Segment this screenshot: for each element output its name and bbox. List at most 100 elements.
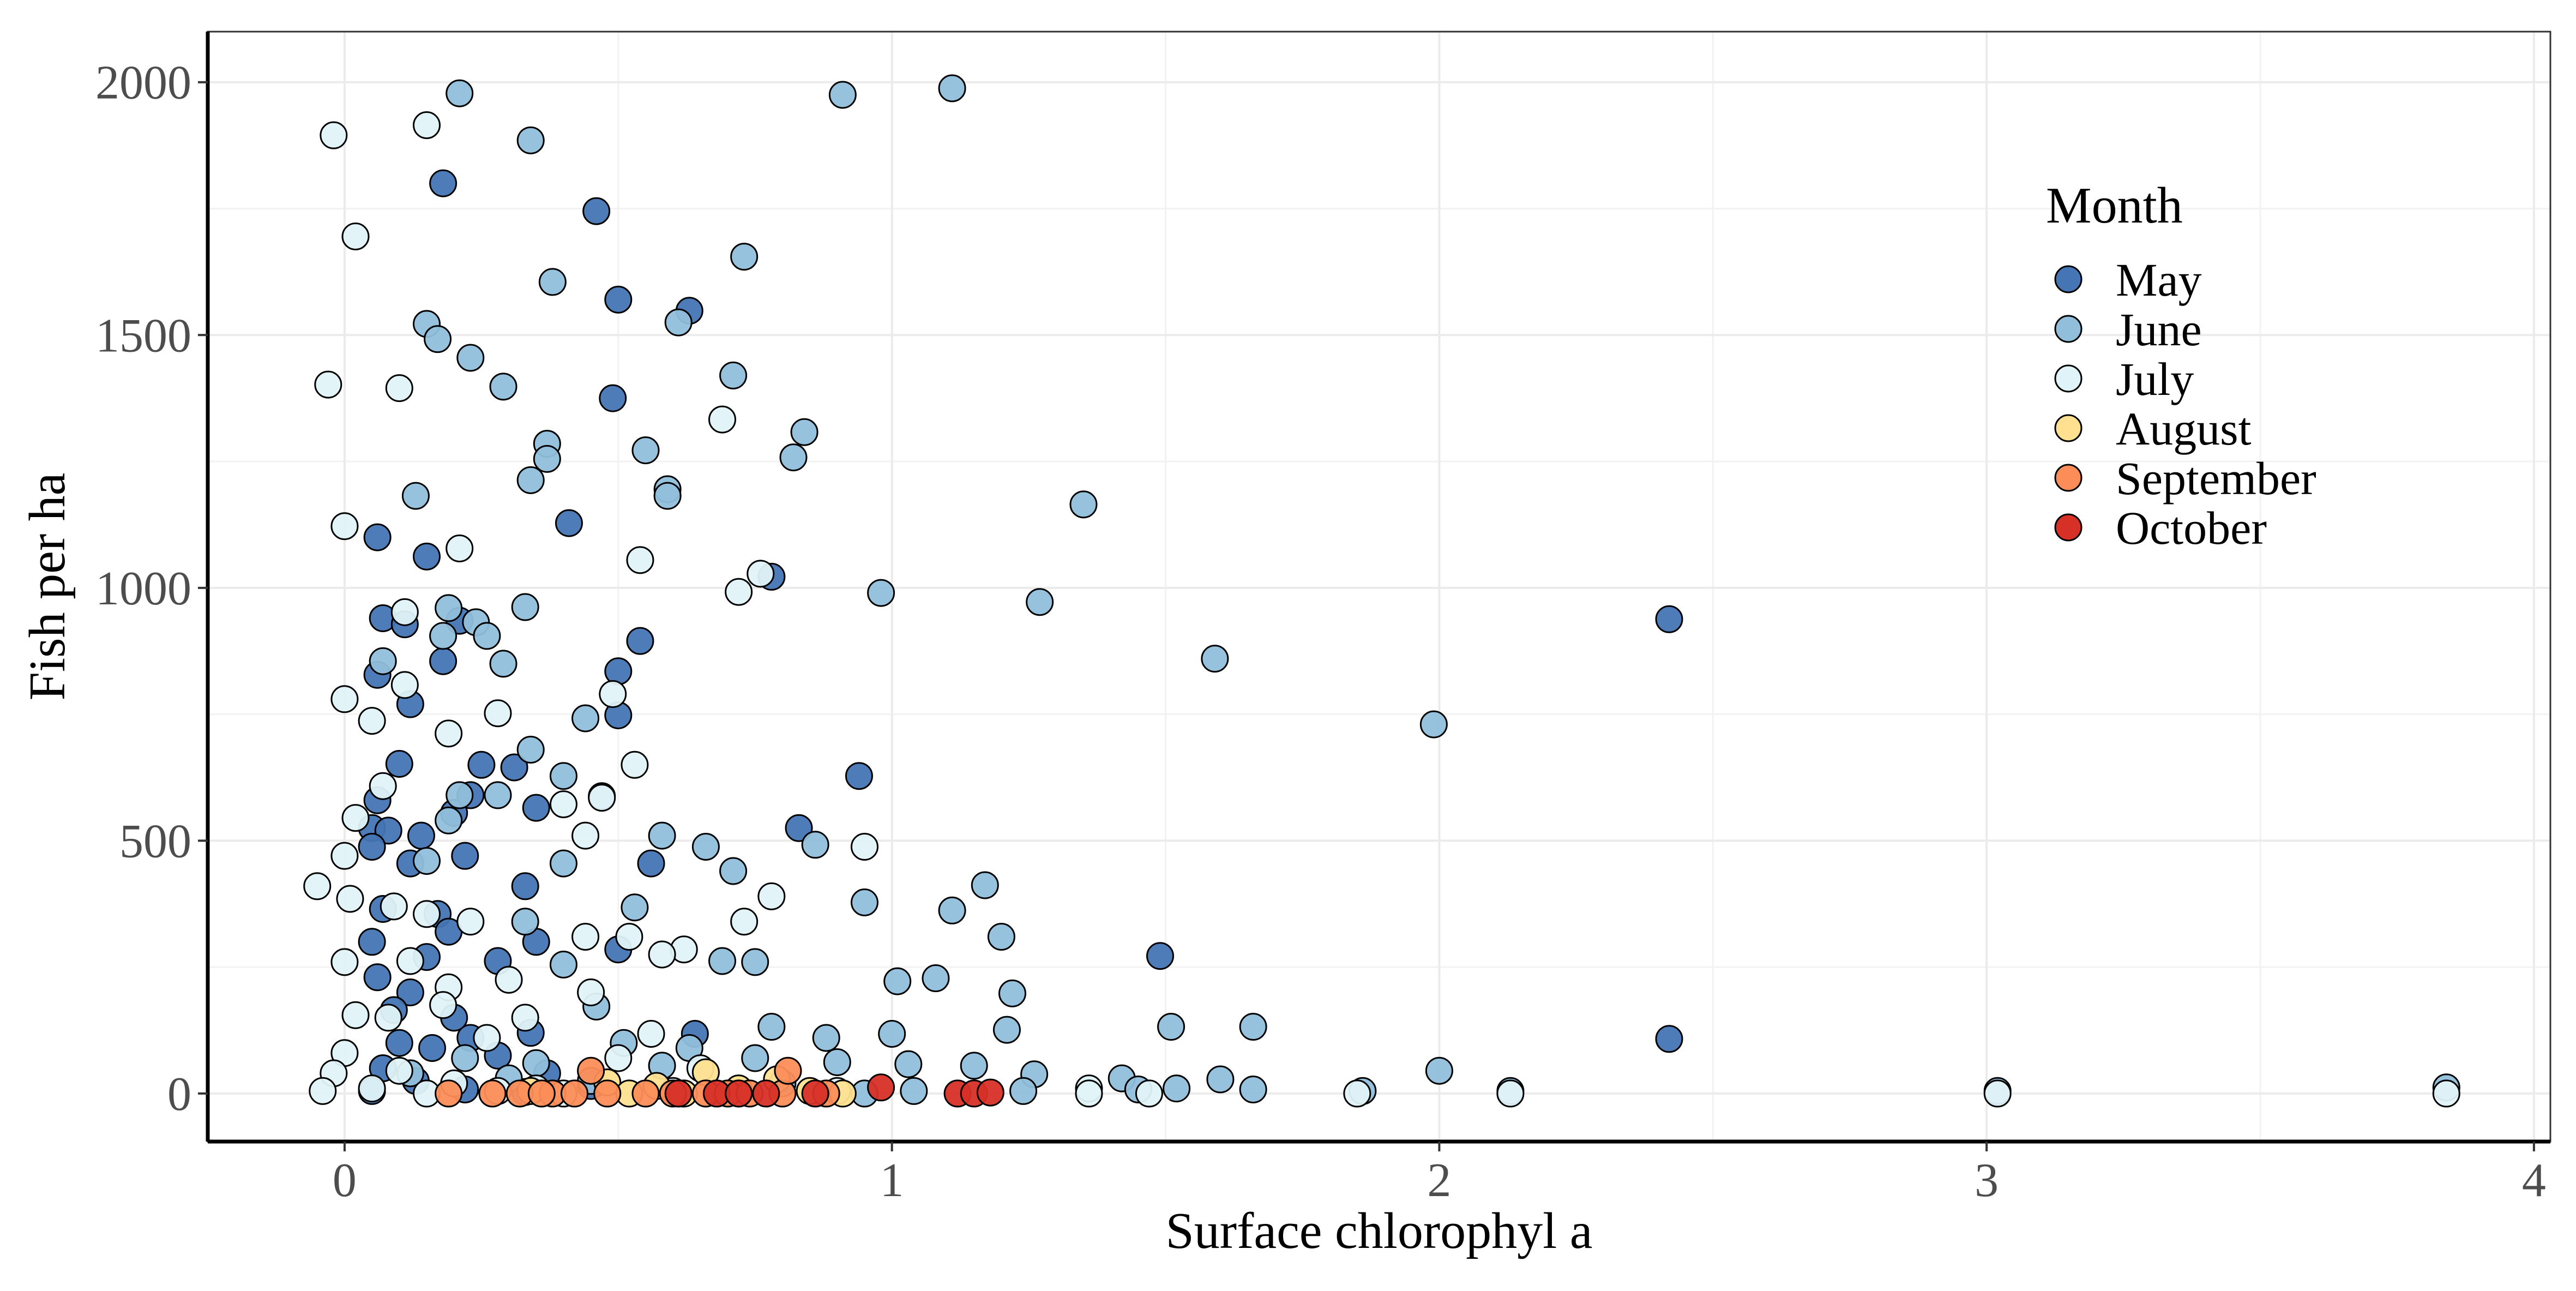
point-may xyxy=(845,762,873,790)
data-points xyxy=(303,74,2460,1108)
point-june xyxy=(691,832,720,861)
point-july xyxy=(341,1001,370,1029)
point-june xyxy=(429,622,458,650)
point-may xyxy=(522,794,550,822)
point-june xyxy=(828,81,857,109)
point-may xyxy=(599,384,627,412)
point-july xyxy=(747,560,775,588)
point-july xyxy=(385,374,413,403)
legend-key-september xyxy=(2054,464,2083,492)
legend-label-september: September xyxy=(2116,452,2316,505)
point-september xyxy=(593,1079,622,1108)
point-june xyxy=(1239,1013,1267,1041)
point-july xyxy=(1983,1079,2012,1108)
point-june xyxy=(883,967,912,995)
point-june xyxy=(790,418,818,446)
y-tick-label: 2000 xyxy=(95,57,191,110)
point-july xyxy=(1135,1079,1163,1108)
point-june xyxy=(960,1052,988,1080)
point-june xyxy=(484,781,512,809)
point-june xyxy=(549,849,577,878)
point-july xyxy=(330,948,359,976)
point-june xyxy=(522,1049,550,1077)
x-axis-title: Surface chlorophyl a xyxy=(1165,1203,1592,1259)
point-july xyxy=(396,947,424,975)
y-tick-label: 1000 xyxy=(95,562,191,615)
point-june xyxy=(823,1048,851,1076)
point-may xyxy=(358,928,386,956)
point-may xyxy=(363,963,392,992)
point-june xyxy=(648,821,676,850)
x-tick-label: 2 xyxy=(1427,1154,1451,1207)
point-october xyxy=(664,1079,693,1108)
legend-label-august: August xyxy=(2116,403,2252,455)
point-september xyxy=(774,1056,802,1085)
point-june xyxy=(867,579,895,607)
point-june xyxy=(1069,490,1098,519)
point-june xyxy=(1419,710,1448,738)
point-may xyxy=(1655,605,1683,633)
legend-label-july: July xyxy=(2116,353,2194,405)
point-june xyxy=(435,806,463,834)
point-june xyxy=(489,650,517,678)
point-july xyxy=(757,882,786,910)
point-may xyxy=(500,753,528,782)
point-may xyxy=(429,169,458,197)
point-may xyxy=(363,523,392,551)
point-june xyxy=(1009,1077,1038,1105)
point-july xyxy=(473,1024,501,1052)
point-may xyxy=(429,647,458,675)
point-july xyxy=(341,804,370,832)
point-june xyxy=(894,1050,923,1078)
point-july xyxy=(571,821,600,850)
point-july xyxy=(571,923,600,951)
point-july xyxy=(374,1004,402,1032)
point-may xyxy=(604,657,633,686)
point-june xyxy=(801,831,829,859)
point-july xyxy=(390,671,419,699)
point-july xyxy=(385,1056,413,1085)
point-june xyxy=(412,846,441,875)
point-june xyxy=(473,622,501,650)
point-june xyxy=(1425,1056,1453,1085)
point-july xyxy=(1075,1079,1103,1108)
point-may xyxy=(511,872,539,900)
point-june xyxy=(878,1020,906,1048)
point-june xyxy=(757,1013,786,1041)
point-july xyxy=(456,908,485,936)
point-june xyxy=(938,74,966,103)
point-june xyxy=(446,79,474,107)
point-june xyxy=(516,466,545,494)
point-june xyxy=(938,896,966,924)
point-july xyxy=(621,750,649,779)
point-june xyxy=(971,871,999,899)
point-july xyxy=(358,707,386,735)
point-june xyxy=(708,947,737,975)
point-may xyxy=(385,749,413,778)
point-july xyxy=(380,892,408,921)
point-june xyxy=(850,888,878,916)
point-june xyxy=(719,857,748,885)
point-july xyxy=(309,1077,337,1105)
point-june xyxy=(741,948,769,976)
point-july xyxy=(708,405,737,434)
y-tick-label: 1500 xyxy=(95,309,191,362)
point-june xyxy=(1026,588,1054,616)
point-july xyxy=(369,772,397,800)
point-june xyxy=(446,781,474,809)
tick-labels: 0 1 2 3 4 0 500 1000 1500 2000 xyxy=(95,57,2546,1207)
point-july xyxy=(599,680,627,708)
legend-label-october: October xyxy=(2116,502,2267,554)
x-tick-label: 1 xyxy=(880,1154,904,1207)
point-july xyxy=(303,872,332,900)
point-july xyxy=(429,991,458,1019)
point-june xyxy=(549,951,577,979)
point-june xyxy=(511,908,539,936)
legend-key-august xyxy=(2054,414,2083,442)
y-tick-label: 0 xyxy=(167,1068,191,1121)
point-may xyxy=(451,842,479,870)
axes xyxy=(198,31,2551,1151)
x-tick-label: 0 xyxy=(333,1154,357,1207)
